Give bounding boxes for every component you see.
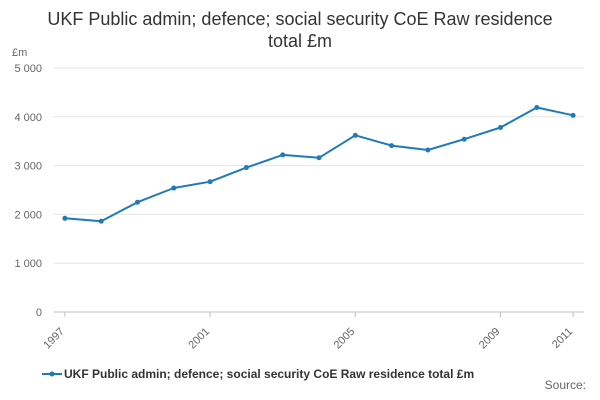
data-point[interactable] [207,179,213,185]
x-tick-label: 2009 [477,326,503,352]
data-point[interactable] [171,185,177,191]
data-point[interactable] [98,218,104,224]
y-tick-label: 4 000 [14,112,42,124]
y-axis-tick-labels: 0 1 000 2 000 3 000 4 000 5 000 [14,63,42,319]
x-tick-label: 1997 [41,326,67,352]
legend[interactable]: UKF Public admin; defence; social securi… [42,367,474,381]
data-point[interactable] [498,125,504,131]
y-axis-unit-label: £m [12,47,27,59]
data-point[interactable] [316,155,322,161]
data-point[interactable] [280,152,286,158]
x-tick-label: 2005 [332,326,358,352]
data-point[interactable] [352,132,358,138]
chart-title: UKF Public admin; defence; social securi… [47,9,553,51]
y-tick-label: 3 000 [14,161,42,173]
y-tick-label: 1 000 [14,258,42,270]
source-label: Source: [544,378,586,392]
x-tick-label: 2011 [550,326,575,351]
data-point[interactable] [389,143,395,149]
data-point[interactable] [534,105,540,111]
data-point[interactable] [134,199,140,205]
series-line [64,106,574,223]
legend-entry-label: UKF Public admin; defence; social securi… [64,367,474,381]
y-tick-label: 5 000 [14,63,42,75]
series-line-path [64,106,574,223]
gridlines [54,67,584,264]
x-axis: 1997 2001 2005 2009 2011 [41,311,584,352]
data-point[interactable] [461,136,467,142]
series-points [62,105,576,224]
y-tick-label: 0 [36,307,42,319]
legend-marker-icon [49,371,55,377]
data-point[interactable] [62,215,68,221]
x-tick-label: 2001 [186,326,212,352]
y-tick-label: 2 000 [14,209,42,221]
data-point[interactable] [570,112,576,118]
data-point[interactable] [243,165,249,171]
data-point[interactable] [425,147,431,153]
